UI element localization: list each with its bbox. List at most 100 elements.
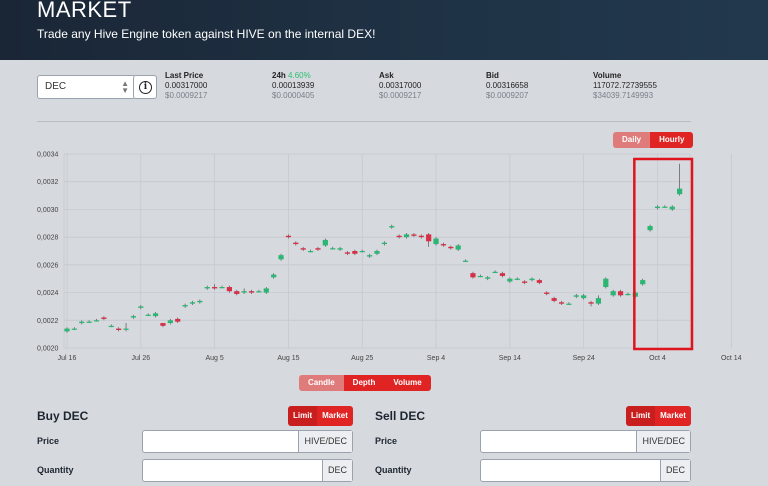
candle-body <box>522 281 528 283</box>
candle-down <box>352 249 358 256</box>
volume-button[interactable]: Volume <box>384 375 431 391</box>
candle-body <box>610 291 616 296</box>
buy-quantity-input[interactable]: DEC <box>142 459 353 482</box>
buy-title: Buy DEC <box>37 409 89 423</box>
stat-value: 0.00316658 <box>486 81 529 90</box>
candle-body <box>640 280 646 285</box>
candle-up <box>477 274 483 278</box>
candle-up <box>492 270 498 274</box>
candle-body <box>677 188 683 195</box>
candle-down <box>293 241 299 246</box>
candle-body <box>71 328 77 330</box>
candle-down <box>175 317 181 324</box>
candle-down <box>588 300 594 307</box>
stat-usd: $0.0009207 <box>486 91 529 100</box>
divider <box>37 121 691 122</box>
candle-up <box>669 205 675 211</box>
candle-down <box>551 296 557 303</box>
y-tick-label: 0,0034 <box>37 152 59 159</box>
candle-down <box>448 245 454 250</box>
stat-change: 4.60% <box>288 71 311 80</box>
candle-body <box>625 293 631 296</box>
candle-body <box>573 295 579 297</box>
candle-down <box>426 232 432 247</box>
daily-button[interactable]: Daily <box>613 132 651 148</box>
candle-body <box>426 234 432 242</box>
token-select[interactable]: DEC ▲ ▼ <box>37 75 136 99</box>
candle-up <box>595 295 602 306</box>
sell-price-input[interactable]: HIVE/DEC <box>480 430 691 453</box>
candle-button[interactable]: Candle <box>299 375 344 391</box>
buy-quantity-unit: DEC <box>321 460 352 481</box>
candle-up <box>278 253 284 261</box>
candle-body <box>182 305 188 307</box>
candle-up <box>367 253 373 258</box>
stat-ask: Ask 0.00317000 $0.0009217 <box>379 71 421 101</box>
candle-up <box>123 323 129 332</box>
candle-up <box>79 320 85 325</box>
candle-up <box>640 278 646 286</box>
candle-body <box>470 273 476 278</box>
candle-body <box>669 206 675 210</box>
stat-value: 117072.72739555 <box>593 81 657 90</box>
candle-body <box>507 278 513 282</box>
candle-down <box>315 246 321 251</box>
candle-up <box>307 249 314 253</box>
candle-body <box>499 273 506 276</box>
candle-up <box>241 288 247 294</box>
candle-body <box>123 328 129 330</box>
sell-quantity-input[interactable]: DEC <box>480 459 691 482</box>
page-subtitle: Trade any Hive Engine token against HIVE… <box>37 27 376 41</box>
candle-up <box>662 205 668 209</box>
candle-body <box>197 300 203 303</box>
candle-up <box>507 277 513 283</box>
buy-limit-button[interactable]: Limit <box>288 406 318 426</box>
y-tick-label: 0,0030 <box>37 207 59 214</box>
y-tick-label: 0,0032 <box>37 179 59 186</box>
x-tick-label: Sep 4 <box>427 355 445 362</box>
candle-up <box>256 289 262 293</box>
sell-limit-button[interactable]: Limit <box>626 406 656 426</box>
sell-order-type-toggle: Limit Market <box>626 406 691 426</box>
candle-up <box>152 311 159 318</box>
candle-up <box>167 318 173 325</box>
updown-chevron-icon: ▲ ▼ <box>121 79 129 95</box>
candle-down <box>248 289 255 294</box>
candle-up <box>610 289 616 297</box>
candle-body <box>359 251 365 253</box>
candle-up <box>566 302 572 306</box>
candle-up <box>204 285 210 290</box>
y-tick-label: 0,0022 <box>37 318 59 325</box>
candle-body <box>271 274 277 278</box>
candle-body <box>654 206 661 209</box>
candle-body <box>285 235 292 238</box>
depth-button[interactable]: Depth <box>343 375 385 391</box>
stat-24h: 24h 4.60% 0.00013939 $0.0000405 <box>272 71 314 101</box>
candle-up <box>677 163 683 196</box>
candle-body <box>86 321 92 323</box>
candle-down <box>160 323 166 328</box>
candle-body <box>558 302 565 304</box>
stat-usd: $34039.7149993 <box>593 91 654 100</box>
x-tick-label: Jul 26 <box>131 355 150 362</box>
candle-body <box>492 271 498 273</box>
buy-price-label: Price <box>37 436 60 446</box>
candle-down <box>344 251 351 256</box>
y-tick-label: 0,0020 <box>37 346 59 353</box>
candle-body <box>595 298 602 304</box>
buy-market-button[interactable]: Market <box>317 406 353 426</box>
candle-body <box>411 234 417 236</box>
candle-up <box>197 299 203 304</box>
candle-body <box>248 291 255 293</box>
candle-up <box>403 232 410 239</box>
candle-down <box>300 246 306 251</box>
sell-market-button[interactable]: Market <box>655 406 691 426</box>
candle-up <box>389 224 395 229</box>
buy-price-input[interactable]: HIVE/DEC <box>142 430 353 453</box>
candle-body <box>160 323 166 326</box>
price-chart: 0,0020 0,0022 0,0024 0,0026 0,0028 0,0030 0,00… <box>37 152 742 363</box>
info-button[interactable]: i <box>133 75 157 99</box>
candle-body <box>212 287 218 289</box>
hourly-button[interactable]: Hourly <box>650 132 694 148</box>
candle-body <box>138 306 144 308</box>
